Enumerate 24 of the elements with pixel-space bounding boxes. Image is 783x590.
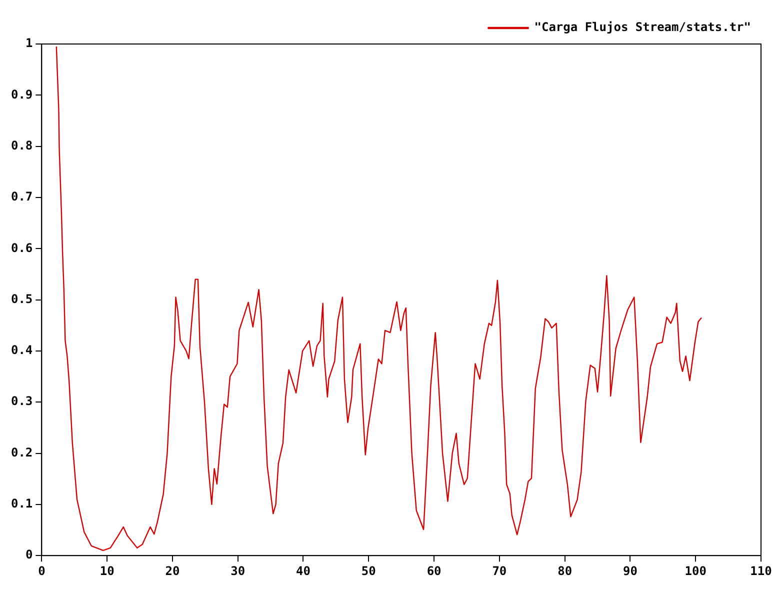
- y-tick-label: 0: [25, 548, 33, 562]
- y-tick-label: 1: [25, 36, 33, 50]
- x-tick-label: 90: [622, 564, 638, 578]
- legend-label: "Carga Flujos Stream/stats.tr": [534, 20, 752, 34]
- x-tick-label: 0: [38, 564, 46, 578]
- y-tick-label: 0.7: [10, 190, 33, 204]
- y-tick-label: 0.5: [10, 292, 33, 306]
- y-tick-label: 0.6: [10, 240, 33, 255]
- x-tick-label: 30: [230, 564, 246, 578]
- x-tick-label: 110: [750, 564, 772, 578]
- y-tick-label: 0.8: [10, 138, 33, 152]
- x-tick-label: 40: [296, 564, 310, 578]
- x-tick-label: 80: [558, 564, 572, 578]
- x-tick-label: 60: [426, 564, 442, 578]
- x-tick-label: 70: [492, 564, 507, 578]
- y-tick-label: 0.3: [10, 394, 33, 408]
- x-tick-label: 50: [361, 564, 376, 578]
- x-tick-label: 10: [100, 564, 114, 578]
- y-tick-label: 0.9: [10, 87, 33, 102]
- y-tick-label: 0.2: [10, 445, 33, 460]
- x-tick-label: 100: [684, 564, 706, 578]
- y-tick-label: 0.1: [10, 496, 33, 511]
- x-tick-label: 20: [165, 564, 180, 578]
- y-tick-label: 0.4: [10, 343, 33, 358]
